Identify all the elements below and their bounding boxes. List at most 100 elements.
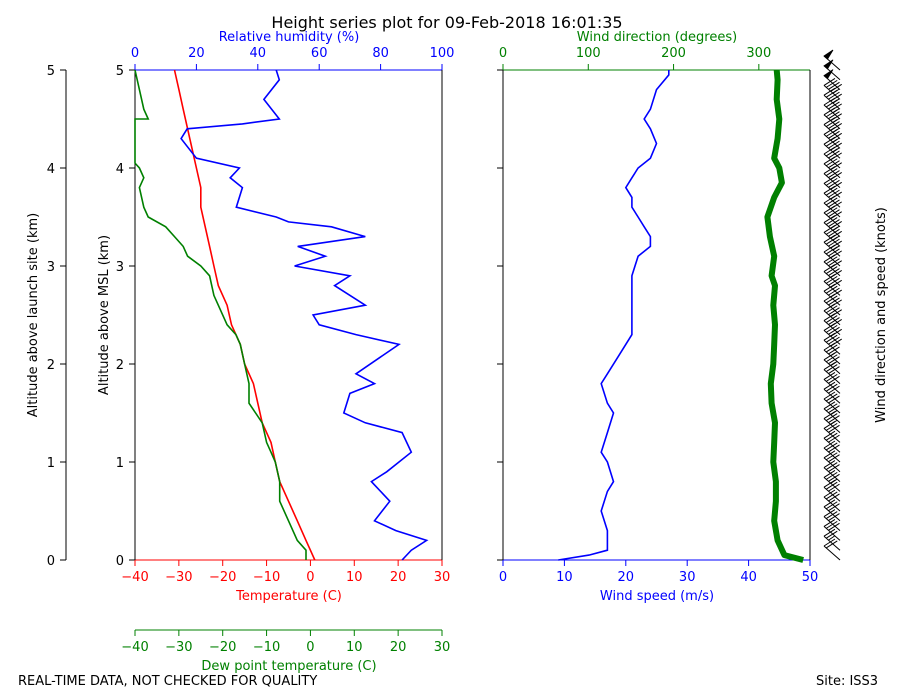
wind-barb — [823, 509, 841, 531]
msl-tick-label: 3 — [116, 260, 124, 275]
wind-barb — [823, 342, 841, 365]
barb-staff — [823, 428, 841, 443]
barb-full-feather — [830, 240, 842, 249]
barb-staff — [823, 447, 841, 463]
barb-staff — [823, 300, 841, 316]
wind-barb — [823, 499, 841, 522]
barb-full-feather — [823, 469, 836, 478]
dewpoint-tick-label: −10 — [253, 640, 280, 655]
barb-half-feather — [832, 108, 840, 114]
barb-staff — [823, 94, 841, 110]
barb-full-feather — [828, 336, 840, 345]
barb-staff — [823, 251, 841, 267]
barb-staff — [823, 535, 841, 551]
barb-full-feather — [823, 460, 836, 469]
barb-full-feather — [828, 199, 840, 208]
barb-full-feather — [828, 366, 840, 374]
barb-full-feather — [823, 430, 836, 439]
barb-full-feather — [825, 491, 838, 500]
figure-title: Height series plot for 09-Feb-2018 16:01… — [271, 13, 622, 32]
temp-tick-label: 20 — [390, 570, 407, 585]
msl-tick-label: 2 — [116, 358, 124, 373]
barb-staff — [823, 467, 841, 482]
barb-staff — [823, 241, 841, 257]
barb-half-feather — [830, 420, 837, 425]
barb-full-feather — [830, 201, 842, 210]
barb-full-feather — [825, 501, 838, 510]
barb-full-feather — [825, 432, 838, 441]
barb-staff — [823, 408, 841, 424]
barb-full-feather — [825, 471, 838, 480]
barb-full-feather — [825, 393, 838, 402]
launch-site-tick-label: 5 — [47, 64, 55, 79]
wind-barb — [823, 401, 841, 424]
rh-tick-label: 20 — [188, 46, 205, 61]
direction-tick-label: 100 — [576, 46, 601, 61]
barb-full-feather — [825, 344, 838, 353]
speed-axis-label: Wind speed (m/s) — [600, 589, 714, 604]
launch-site-tick-label: 4 — [47, 162, 55, 177]
wind-barb — [823, 381, 841, 404]
barb-full-feather — [830, 250, 842, 259]
barb-full-feather — [828, 415, 840, 423]
barb-full-feather — [825, 462, 838, 470]
wind-direction-line — [764, 69, 804, 563]
barb-full-feather — [830, 172, 842, 180]
wind-panel: 0 10 20 30 40 50 Wind speed (m/s) 0 100 200 300 Win… — [497, 30, 889, 604]
dewpoint-axis-label: Dew point temperature (C) — [201, 659, 376, 674]
barb-full-feather — [830, 132, 842, 141]
barb-staff — [823, 310, 841, 326]
wind-barb — [823, 391, 841, 414]
launch-site-tick-label: 3 — [47, 260, 55, 275]
barb-full-feather — [828, 170, 840, 178]
barb-full-feather — [823, 381, 836, 390]
dewpoint-tick-label: −40 — [121, 640, 148, 655]
wind-barb — [823, 450, 841, 473]
barb-full-feather — [828, 140, 840, 149]
barb-staff — [823, 163, 841, 179]
direction-tick-label: 0 — [499, 46, 507, 61]
direction-tick-label: 200 — [661, 46, 686, 61]
barb-staff — [823, 134, 841, 149]
barb-full-feather — [828, 101, 840, 110]
rh-tick-label: 0 — [131, 46, 139, 61]
temp-tick-label: 10 — [346, 570, 363, 585]
barb-staff — [823, 506, 841, 522]
barb-full-feather — [825, 217, 838, 225]
barb-full-feather — [825, 177, 838, 186]
barb-full-feather — [828, 297, 840, 306]
barb-full-feather — [828, 454, 840, 463]
barb-staff — [823, 173, 841, 188]
barb-full-feather — [830, 289, 842, 298]
barb-full-feather — [828, 444, 840, 453]
barb-half-feather — [828, 535, 835, 541]
temp-tick-label: −30 — [165, 570, 192, 585]
barb-half-feather — [832, 235, 840, 241]
barb-half-feather — [830, 351, 837, 357]
barb-full-feather — [830, 319, 842, 327]
temp-tick-label: −20 — [209, 570, 236, 585]
barb-full-feather — [828, 307, 840, 316]
barb-full-feather — [823, 538, 836, 547]
barb-full-feather — [825, 540, 838, 549]
barb-full-feather — [828, 228, 840, 237]
barb-half-feather — [832, 147, 840, 153]
barb-full-feather — [830, 279, 842, 288]
barb-full-feather — [830, 103, 842, 112]
barb-full-feather — [828, 424, 840, 433]
wind-barb — [823, 77, 842, 100]
barb-full-feather — [828, 464, 840, 472]
barb-half-feather — [830, 410, 837, 416]
msl-tick-label: 4 — [116, 162, 124, 177]
barb-staff — [823, 85, 841, 100]
speed-tick-label: 20 — [618, 570, 635, 585]
barb-staff — [823, 290, 841, 306]
barb-full-feather — [823, 77, 836, 86]
dewpoint-tick-label: 30 — [434, 640, 451, 655]
barb-full-feather — [825, 334, 838, 343]
barb-full-feather — [825, 305, 838, 314]
barb-staff — [823, 339, 841, 355]
speed-tick-label: 40 — [740, 570, 757, 585]
wind-barb — [823, 273, 842, 296]
quality-disclaimer: REAL-TIME DATA, NOT CHECKED FOR QUALITY — [18, 674, 318, 689]
